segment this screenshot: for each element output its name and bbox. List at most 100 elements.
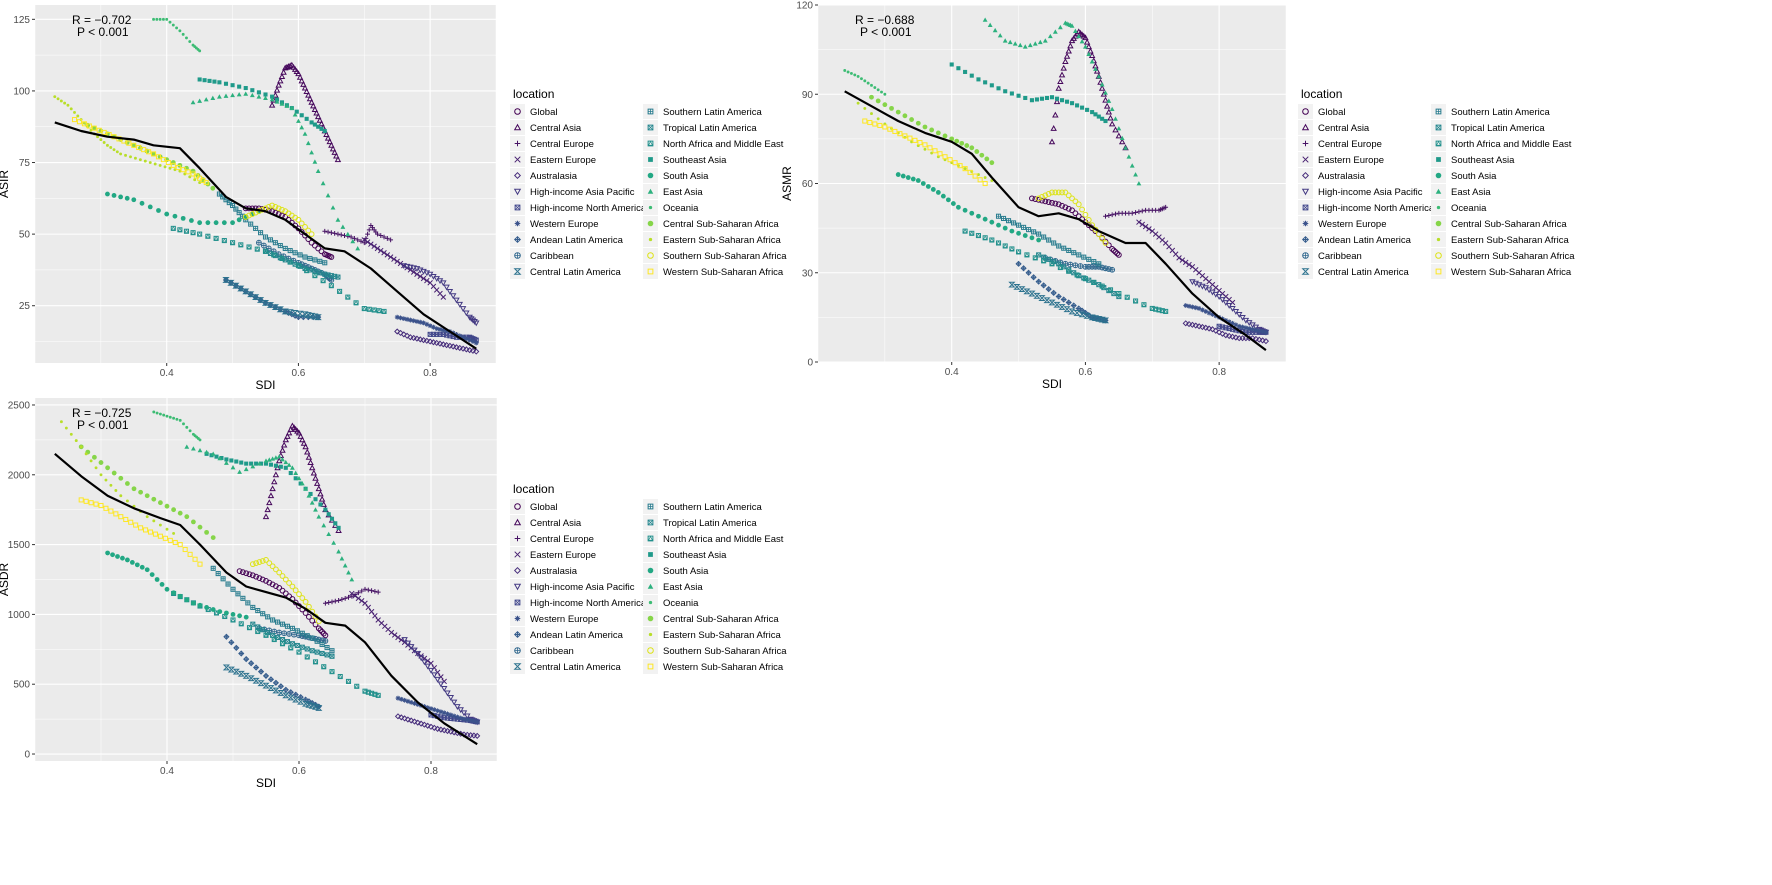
data-point bbox=[267, 676, 275, 683]
data-point bbox=[256, 297, 265, 303]
data-point bbox=[249, 92, 255, 98]
data-point bbox=[162, 413, 166, 417]
data-point bbox=[131, 197, 137, 203]
data-point bbox=[297, 432, 304, 439]
data-point bbox=[275, 457, 283, 464]
data-point bbox=[145, 515, 149, 519]
data-point bbox=[365, 231, 370, 237]
data-point bbox=[123, 516, 129, 523]
data-point bbox=[332, 231, 338, 236]
data-point bbox=[1029, 195, 1035, 202]
data-point bbox=[1146, 226, 1152, 232]
series-central-europe bbox=[322, 223, 394, 246]
data-point bbox=[1086, 256, 1092, 262]
data-point bbox=[420, 336, 427, 344]
data-point bbox=[1026, 227, 1032, 233]
data-point bbox=[267, 492, 275, 499]
data-point bbox=[249, 561, 256, 568]
legend-item: Central Europe bbox=[510, 531, 594, 546]
data-point bbox=[320, 180, 326, 186]
data-point bbox=[298, 220, 305, 227]
data-point bbox=[299, 481, 305, 486]
data-point bbox=[388, 237, 394, 243]
legend-item: South Asia bbox=[643, 168, 709, 183]
data-point bbox=[94, 466, 98, 470]
legend-label: Global bbox=[1318, 107, 1345, 118]
legend-symbol bbox=[1435, 252, 1442, 259]
series-central-europe bbox=[323, 586, 381, 606]
x-tick-label: 0.8 bbox=[423, 368, 437, 379]
data-point bbox=[428, 706, 434, 712]
data-point bbox=[306, 493, 312, 498]
data-point bbox=[1061, 245, 1067, 251]
data-point bbox=[313, 497, 318, 502]
data-point bbox=[335, 274, 341, 280]
legend-symbol bbox=[647, 567, 654, 574]
data-point bbox=[320, 630, 327, 637]
y-tick-label: 50 bbox=[19, 230, 31, 241]
data-point bbox=[197, 447, 203, 453]
data-point bbox=[414, 651, 422, 657]
data-point bbox=[151, 151, 156, 157]
data-point bbox=[1139, 208, 1145, 214]
data-point bbox=[147, 204, 153, 210]
data-point bbox=[292, 112, 298, 117]
data-point bbox=[1057, 265, 1063, 271]
legend-label: Caribbean bbox=[1318, 251, 1362, 262]
data-point bbox=[1263, 329, 1269, 335]
data-point bbox=[301, 311, 309, 318]
data-point bbox=[249, 211, 256, 217]
legend-label: Central Europe bbox=[1318, 139, 1382, 150]
data-point bbox=[236, 210, 242, 216]
data-point bbox=[312, 159, 318, 164]
legend-item: Australasia bbox=[510, 563, 578, 578]
data-point bbox=[308, 239, 315, 246]
data-point bbox=[308, 464, 316, 471]
data-point bbox=[318, 248, 325, 255]
data-point bbox=[1095, 315, 1103, 322]
data-point bbox=[345, 678, 352, 684]
correlation-label: R = −0.725 bbox=[72, 406, 132, 420]
y-tick-label: 2500 bbox=[8, 400, 31, 411]
series-western-sub-saharan-africa bbox=[78, 497, 203, 567]
legend-label: Southern Sub-Saharan Africa bbox=[663, 646, 787, 657]
data-point bbox=[264, 506, 271, 513]
data-point bbox=[1043, 297, 1051, 304]
legend-symbol bbox=[647, 124, 654, 131]
legend-label: Eastern Sub-Saharan Africa bbox=[1451, 235, 1569, 246]
data-point bbox=[240, 569, 246, 576]
legend-item: Tropical Latin America bbox=[643, 120, 757, 135]
data-point bbox=[427, 723, 435, 730]
data-point bbox=[930, 187, 936, 192]
data-point bbox=[276, 629, 283, 636]
legend-key bbox=[643, 264, 658, 279]
data-point bbox=[1195, 323, 1203, 330]
data-point bbox=[304, 312, 312, 318]
data-point bbox=[375, 692, 381, 698]
data-point bbox=[1090, 110, 1095, 115]
data-point bbox=[945, 197, 951, 203]
data-point bbox=[63, 101, 67, 105]
data-point bbox=[326, 138, 333, 145]
data-point bbox=[397, 329, 404, 337]
data-point bbox=[109, 146, 113, 149]
data-point bbox=[361, 306, 367, 312]
legend-item: South Asia bbox=[643, 563, 709, 578]
series-southern-latin-america bbox=[210, 565, 335, 654]
legend-symbol bbox=[648, 552, 653, 557]
legend-symbol bbox=[648, 600, 653, 605]
data-point bbox=[1126, 154, 1132, 159]
data-point bbox=[213, 235, 219, 241]
data-point bbox=[305, 140, 311, 146]
data-point bbox=[1093, 66, 1098, 71]
data-point bbox=[417, 336, 424, 343]
data-point bbox=[239, 460, 244, 465]
correlation-label: R = −0.702 bbox=[72, 13, 132, 27]
data-point bbox=[247, 675, 255, 682]
data-point bbox=[230, 202, 236, 209]
legend-label: Central Sub-Saharan Africa bbox=[663, 219, 779, 230]
data-point bbox=[202, 78, 207, 83]
data-point bbox=[286, 580, 293, 586]
data-point bbox=[474, 732, 481, 739]
data-point bbox=[266, 560, 273, 566]
